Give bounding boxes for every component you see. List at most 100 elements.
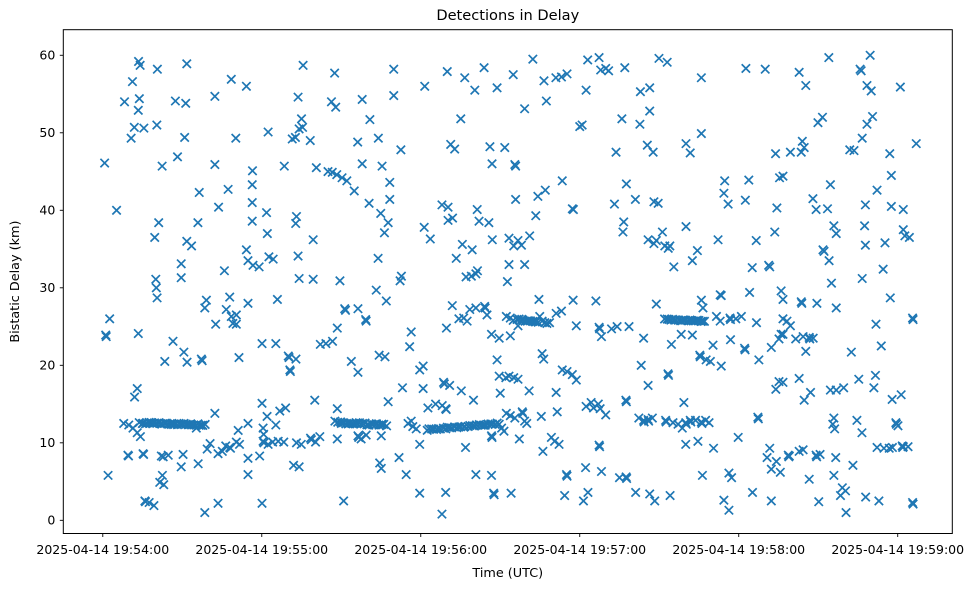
data-point-x-marker	[278, 437, 289, 447]
data-point-x-marker	[101, 331, 112, 342]
data-point-x-marker	[127, 76, 138, 87]
data-point-x-marker	[524, 231, 535, 241]
data-point-x-marker	[635, 119, 645, 130]
data-point-x-marker	[860, 200, 871, 210]
y-tick-label: 20	[39, 358, 55, 373]
data-point-x-marker	[262, 228, 273, 239]
data-point-x-marker	[441, 404, 451, 415]
data-point-x-marker	[395, 276, 405, 286]
data-point-x-marker	[853, 374, 864, 385]
data-point-x-marker	[414, 488, 425, 498]
data-point-x-marker	[297, 122, 308, 133]
data-point-x-marker	[705, 356, 716, 367]
data-point-x-marker	[538, 446, 548, 457]
data-point-x-marker	[681, 138, 691, 149]
data-point-x-marker	[778, 171, 788, 181]
data-point-x-marker	[443, 215, 453, 226]
data-point-x-marker	[349, 186, 360, 196]
data-point-x-marker	[401, 469, 411, 480]
data-point-x-marker	[373, 133, 384, 144]
data-point-x-marker	[198, 420, 208, 431]
data-point-x-marker	[751, 317, 762, 328]
data-point-x-marker	[471, 303, 481, 313]
data-point-x-marker	[531, 316, 541, 327]
data-point-x-marker	[468, 395, 479, 405]
scatter-points	[99, 50, 922, 519]
x-tick-label: 2025-04-14 19:56:00	[354, 542, 487, 557]
data-point-x-marker	[698, 303, 708, 313]
data-point-x-marker	[296, 439, 307, 450]
data-point-x-marker	[790, 334, 801, 344]
data-point-x-marker	[353, 303, 363, 314]
data-point-x-marker	[224, 292, 235, 302]
data-point-x-marker	[516, 240, 527, 250]
data-point-x-marker	[376, 463, 387, 474]
data-point-x-marker	[254, 451, 265, 461]
data-point-x-marker	[455, 114, 466, 124]
data-point-x-marker	[201, 295, 212, 306]
data-point-x-marker	[457, 239, 468, 250]
data-point-x-marker	[866, 86, 877, 96]
data-point-x-marker	[480, 303, 490, 313]
data-point-x-marker	[383, 396, 393, 407]
data-point-x-marker	[829, 470, 839, 481]
data-point-x-marker	[440, 487, 451, 498]
data-point-x-marker	[364, 198, 374, 209]
data-point-x-marker	[519, 259, 530, 270]
data-point-x-marker	[812, 298, 822, 309]
y-tick-label: 30	[39, 280, 55, 295]
data-point-x-marker	[486, 470, 497, 481]
data-point-x-marker	[885, 293, 896, 303]
data-point-x-marker	[293, 251, 303, 261]
data-point-x-marker	[241, 245, 252, 255]
data-point-x-marker	[291, 354, 301, 364]
data-point-x-marker	[340, 305, 351, 316]
data-point-x-marker	[856, 65, 866, 76]
data-point-x-marker	[571, 320, 582, 331]
data-point-x-marker	[680, 439, 691, 450]
data-point-x-marker	[268, 254, 278, 264]
data-point-x-marker	[213, 202, 224, 212]
data-point-x-marker	[904, 232, 915, 243]
data-point-x-marker	[257, 338, 267, 349]
data-point-x-marker	[769, 227, 780, 237]
data-point-x-marker	[186, 241, 197, 251]
data-point-x-marker	[377, 161, 387, 171]
data-point-x-marker	[482, 310, 492, 320]
data-point-x-marker	[99, 158, 110, 168]
data-point-x-marker	[274, 406, 285, 416]
data-point-x-marker	[487, 158, 497, 169]
data-point-x-marker	[687, 255, 698, 266]
data-point-x-marker	[653, 198, 663, 209]
data-point-x-marker	[179, 132, 190, 143]
data-point-x-marker	[581, 85, 591, 95]
data-point-x-marker	[132, 383, 143, 394]
data-point-x-marker	[210, 91, 220, 102]
data-point-x-marker	[819, 246, 829, 257]
data-point-x-marker	[129, 392, 140, 402]
data-point-x-marker	[371, 285, 382, 295]
data-point-x-marker	[439, 379, 450, 389]
data-point-x-marker	[886, 170, 897, 181]
data-point-x-marker	[144, 497, 154, 508]
data-point-x-marker	[180, 98, 191, 109]
data-point-x-marker	[571, 375, 582, 385]
data-point-x-marker	[176, 462, 187, 472]
data-point-x-marker	[685, 148, 696, 158]
data-point-x-marker	[396, 145, 406, 155]
data-point-x-marker	[676, 329, 687, 340]
data-point-x-marker	[824, 52, 834, 63]
data-point-x-marker	[502, 276, 513, 287]
data-point-x-marker	[829, 424, 840, 434]
data-point-x-marker	[825, 179, 836, 190]
data-point-x-marker	[261, 207, 272, 218]
data-point-x-marker	[860, 240, 871, 250]
x-axis-label: Time (UTC)	[471, 566, 543, 581]
data-point-x-marker	[594, 52, 604, 63]
data-point-x-marker	[504, 233, 514, 243]
data-point-x-marker	[766, 342, 777, 353]
data-point-x-marker	[272, 294, 283, 305]
data-point-x-marker	[365, 114, 375, 125]
data-point-x-marker	[361, 430, 371, 440]
data-point-x-marker	[869, 382, 879, 393]
